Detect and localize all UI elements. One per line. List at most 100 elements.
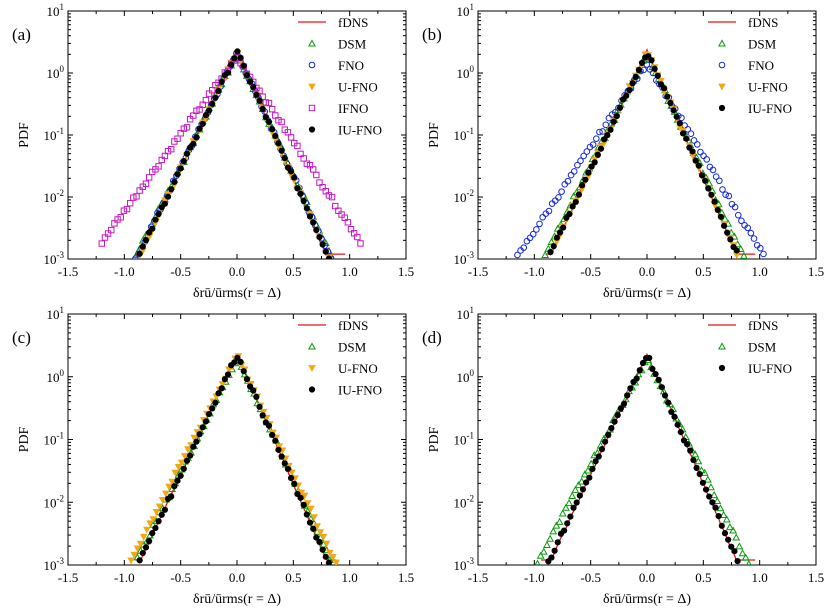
plot-area [514,48,767,259]
data-point [584,466,592,474]
data-point [598,446,606,453]
legend-item-fno: FNO [308,58,364,73]
data-point [613,112,620,120]
legend-marker [308,104,316,112]
data-point [635,66,642,74]
data-point [300,501,307,508]
data-point [560,527,568,534]
series-iu-fno [547,53,740,256]
data-point [205,410,213,418]
data-point [638,59,646,66]
data-point [250,387,257,394]
data-point [684,441,691,448]
data-point [168,493,175,500]
data-point [269,126,276,133]
data-point [626,86,633,94]
data-point [306,213,314,220]
data-point [316,234,323,241]
data-point [700,468,709,476]
x-tick-label: -1.5 [468,570,489,585]
y-axis-label: PDF [427,122,442,148]
y-tick-label: 100 [47,368,65,385]
data-point [155,503,164,511]
data-point [193,134,200,141]
x-tick-label: -1.0 [114,570,135,585]
data-point [695,162,702,169]
data-point [322,553,329,560]
legend-label: fDNS [748,318,778,333]
legend-label: fDNS [338,318,368,333]
data-point [579,182,586,189]
data-point [654,72,661,79]
data-point [568,491,577,499]
legend-item-fdns: fDNS [708,318,778,333]
data-point [228,61,235,68]
data-point [725,192,733,200]
data-point [316,529,325,537]
data-point [278,118,285,126]
data-point [224,371,232,378]
data-point [152,524,159,532]
data-point [639,359,647,367]
data-point [256,97,263,104]
data-point [158,496,167,504]
data-point [536,551,545,559]
data-point [253,91,260,98]
data-point [278,453,285,460]
data-point [604,132,611,139]
x-tick-label: 0.5 [695,264,711,279]
data-point [291,480,298,487]
legend-marker [308,342,316,350]
data-point [265,118,273,126]
data-point [699,479,706,486]
data-point [136,540,145,548]
data-point [161,506,168,513]
series-dsm [541,53,748,259]
legend-label: DSM [748,37,777,52]
data-point [174,463,183,471]
data-point [558,188,565,195]
data-point [196,125,203,132]
legend-item-u-fno: U-FNO [718,80,788,95]
data-point [218,78,225,85]
data-point [155,518,162,525]
data-point [130,551,139,559]
data-point [582,176,589,183]
data-point [724,229,731,236]
data-point [196,431,203,438]
data-point [617,405,624,412]
data-point [146,538,153,545]
plot-area [127,353,340,565]
y-tick-label: 10-2 [454,493,475,510]
data-point [162,490,170,498]
legend-label: U-FNO [338,361,378,376]
data-point [679,130,687,137]
y-axis-label: PDF [17,122,32,148]
panel-b: -1.5 -1.0 -0.5 0.0 0.5 1.0 1.5 10-3 10-2 10-1 100 1… [422,2,824,301]
data-point [757,244,764,252]
data-point [180,453,189,460]
data-point [574,161,581,169]
data-point [310,525,317,532]
data-point [693,464,700,471]
data-point [205,107,213,114]
legend-item-fdns: fDNS [708,15,778,30]
data-point [218,381,227,389]
x-axis-label: δrū/ūrms(r = Δ) [603,286,691,301]
data-point [284,465,292,473]
data-point [696,470,703,478]
legend-label: U-FNO [748,80,788,95]
legend-label: fDNS [338,15,368,30]
data-point [149,225,156,232]
data-point [259,105,266,112]
data-point [287,474,295,482]
x-tick-label: 1.5 [808,264,824,279]
legend-item-u-fno: U-FNO [308,80,378,95]
data-point [529,230,537,238]
data-point [548,554,555,561]
data-point [294,142,301,150]
data-point [551,547,558,554]
data-point [354,233,361,241]
data-point [146,520,154,528]
data-point [747,229,755,237]
